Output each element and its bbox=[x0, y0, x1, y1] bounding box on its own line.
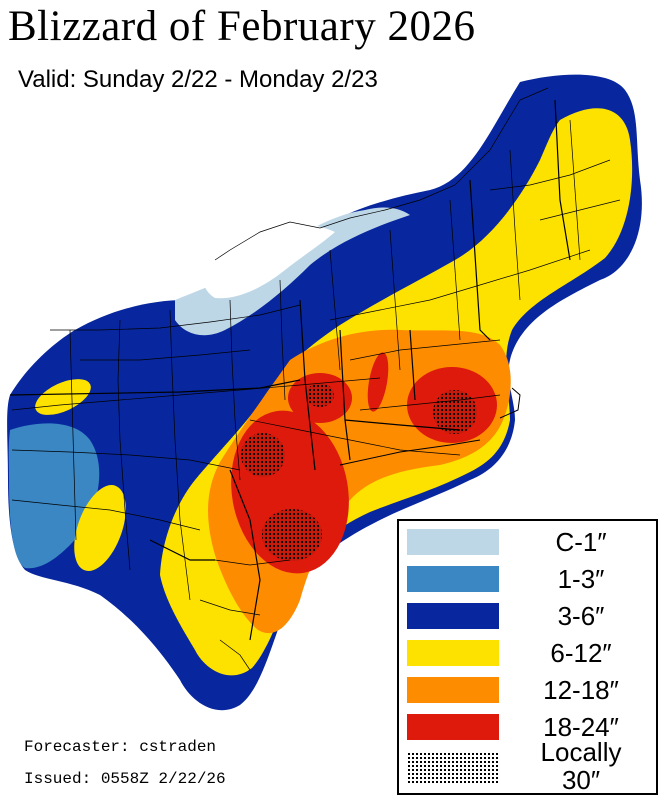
legend-swatch bbox=[407, 640, 499, 666]
legend-label: 18-24″ bbox=[543, 712, 619, 742]
legend-item-3-6: 3-6″ bbox=[407, 601, 652, 631]
legend-swatch bbox=[407, 603, 499, 629]
legend-label: 6-12″ bbox=[550, 638, 612, 668]
zone-locally-30-north bbox=[306, 383, 334, 407]
legend: C-1″ 1-3″ 3-6″ 6-12″ 12-18″ 18-24″ Local… bbox=[397, 519, 658, 795]
legend-swatch bbox=[407, 677, 499, 703]
zone-18-24-middle bbox=[367, 352, 389, 412]
zone-locally-30-ct bbox=[241, 433, 285, 477]
zone-6-12-blob-south bbox=[74, 485, 126, 571]
zone-none bbox=[203, 223, 335, 299]
map-title: Blizzard of February 2026 bbox=[8, 3, 476, 50]
legend-item-18-24: 18-24″ bbox=[407, 712, 652, 742]
legend-label-line2: 30″ bbox=[561, 765, 601, 795]
forecaster-credit: Forecaster: cstraden bbox=[24, 738, 217, 756]
legend-label-locally: Locally 30″ bbox=[511, 738, 651, 794]
zone-locally-30-east bbox=[433, 390, 477, 434]
zone-c-1 bbox=[175, 207, 410, 336]
legend-item-locally-30: Locally 30″ bbox=[407, 728, 652, 794]
map-subtitle: Valid: Sunday 2/22 - Monday 2/23 bbox=[18, 66, 378, 93]
cape-cod bbox=[499, 387, 521, 419]
long-island bbox=[339, 439, 481, 466]
legend-item-1-3: 1-3″ bbox=[407, 564, 652, 594]
legend-label: 3-6″ bbox=[557, 601, 605, 631]
legend-label: 1-3″ bbox=[557, 564, 605, 594]
legend-item-12-18: 12-18″ bbox=[407, 675, 652, 705]
legend-item-6-12: 6-12″ bbox=[407, 638, 652, 668]
issued-timestamp: Issued: 0558Z 2/22/26 bbox=[24, 770, 226, 788]
legend-swatch-hatch bbox=[407, 752, 499, 784]
legend-label: 12-18″ bbox=[543, 675, 619, 705]
state-boundaries bbox=[9, 99, 571, 641]
legend-swatch bbox=[407, 714, 499, 740]
county-boundaries bbox=[11, 87, 621, 671]
legend-label: C-1″ bbox=[555, 527, 607, 557]
legend-swatch bbox=[407, 566, 499, 592]
legend-item-c-1: C-1″ bbox=[407, 527, 652, 557]
legend-swatch bbox=[407, 529, 499, 555]
legend-label-line1: Locally bbox=[540, 737, 622, 767]
zone-locally-30-nj bbox=[262, 509, 322, 561]
